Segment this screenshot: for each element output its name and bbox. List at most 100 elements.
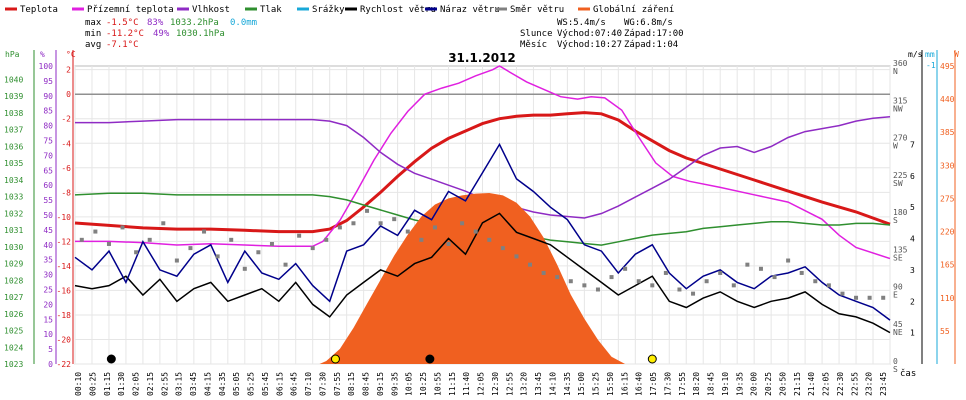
axis-percent-tick: 70: [43, 151, 53, 160]
stat-sun-set: Západ:17:00: [624, 29, 684, 39]
x-tick-label: 06:45: [290, 372, 299, 396]
legend-label: Vlhkost: [192, 5, 230, 15]
axis-hpa-tick: 1028: [4, 276, 23, 285]
axis-hpa-tick: 1032: [4, 209, 23, 218]
axis-percent-tick: 30: [43, 271, 53, 280]
axis-temp-tick: -12: [57, 237, 72, 246]
series-point: [378, 221, 383, 226]
series-point: [337, 225, 342, 230]
legend-label: Náraz větru: [440, 5, 500, 15]
x-tick-label: 09:15: [376, 372, 385, 396]
axis-ms-label: m/s: [908, 50, 923, 59]
x-tick-label: 18:45: [707, 372, 716, 396]
axis-percent-tick: 75: [43, 137, 53, 146]
axis-ms-tick: 5: [910, 203, 915, 212]
x-tick-label: 11:40: [462, 372, 471, 396]
legend-label: Směr větru: [510, 5, 564, 15]
axis-winddir-tick: 180: [893, 208, 908, 217]
x-tick-label: 06:15: [275, 372, 284, 396]
axis-winddir-letter: SW: [893, 179, 903, 188]
axis-w-label: W: [954, 50, 959, 59]
x-tick-label: 10:05: [405, 372, 414, 396]
series-point: [351, 221, 356, 226]
series-line-Přízemní teplota: [75, 65, 891, 260]
series-point: [473, 229, 478, 234]
axis-winddir-tick: 135: [893, 245, 908, 254]
series-point: [840, 291, 845, 296]
series-line-Teplota: [74, 111, 891, 234]
axis-winddir-tick: 360: [893, 59, 908, 68]
axis-temp-tick: -2: [61, 115, 71, 124]
x-tick-label: 04:35: [218, 372, 227, 396]
x-tick-label: 21:40: [807, 372, 816, 396]
axis-winddir-letter: NW: [893, 104, 903, 113]
series-point: [582, 283, 587, 288]
sun-marker: [330, 354, 340, 364]
series-point: [541, 270, 546, 275]
series-point: [419, 237, 424, 242]
series-point: [324, 237, 329, 242]
axis-ms-tick: 4: [910, 235, 915, 244]
x-tick-label: 07:55: [333, 372, 342, 396]
stat-max-precip: 0.0mm: [230, 18, 257, 28]
axis-percent-tick: 15: [43, 315, 53, 324]
axis-w-tick: 165: [940, 261, 955, 270]
axis-winddir-letter: N: [893, 67, 898, 76]
x-tick-label: 04:15: [203, 372, 212, 396]
series-point: [528, 262, 533, 267]
series-point: [446, 241, 451, 246]
x-tick-label: 11:15: [448, 372, 457, 396]
axis-w-tick: 220: [940, 228, 955, 237]
x-axis-label: čas: [900, 368, 916, 379]
sun-marker: [647, 354, 657, 364]
x-tick-label: 08:45: [362, 372, 371, 396]
x-tick-label: 20:00: [750, 372, 759, 396]
legend: Teplota Přízemní teplota Vlhkost Tlak Srážky…: [5, 5, 674, 15]
stat-moon-rise: Východ:10:27: [557, 40, 622, 50]
series-point: [691, 291, 696, 296]
x-tick-label: 12:30: [491, 372, 500, 396]
x-tick-label: 17:55: [678, 372, 687, 396]
stat-wg: WG:6.8m/s: [624, 18, 673, 28]
series-point: [500, 246, 505, 251]
axis-hpa-tick: 1039: [4, 92, 23, 101]
series-point: [432, 225, 437, 230]
series-point: [758, 266, 763, 271]
x-tick-label: 22:30: [836, 372, 845, 396]
series-point: [555, 275, 560, 280]
x-tick-label: 15:00: [577, 372, 586, 396]
x-tick-label: 18:20: [692, 372, 701, 396]
x-tick-label: 15:25: [592, 372, 601, 396]
x-tick-label: 23:20: [865, 372, 874, 396]
stat-sun-rise: Východ:07:40: [557, 29, 622, 39]
x-tick-label: 02:05: [132, 372, 141, 396]
axis-temp-tick: -16: [57, 286, 72, 295]
moon-marker: [425, 354, 435, 364]
axis-winddir-tick: 315: [893, 96, 908, 105]
legend-label: Srážky: [312, 5, 345, 15]
series-point: [663, 270, 668, 275]
series-point: [120, 225, 125, 230]
axis-winddir-tick: 45: [893, 320, 903, 329]
legend-label: Přízemní teplota: [87, 5, 174, 15]
stat-ws: WS:5.4m/s: [557, 18, 606, 28]
x-tick-label: 14:35: [563, 372, 572, 396]
stat-min-press: 1030.1hPa: [176, 29, 225, 39]
axis-temp-tick: -22: [57, 360, 72, 369]
series-point: [731, 283, 736, 288]
series-point: [623, 266, 628, 271]
axis-winddir-letter: NE: [893, 328, 903, 337]
series-point: [786, 258, 791, 263]
x-tick-label: 12:05: [477, 372, 486, 396]
series-point: [745, 262, 750, 267]
x-tick-label: 13:45: [534, 372, 543, 396]
axis-temp-tick: -10: [57, 213, 72, 222]
axis-winddir-tick: 225: [893, 171, 908, 180]
series-point: [514, 254, 519, 259]
stat-max-label: max: [85, 18, 102, 28]
series-point: [174, 258, 179, 263]
axis-temp-tick: -18: [57, 311, 72, 320]
series-line-Náraz větru: [74, 142, 891, 321]
stat-min-label: min: [85, 29, 101, 39]
stat-avg-temp: -7.1°C: [106, 40, 139, 50]
